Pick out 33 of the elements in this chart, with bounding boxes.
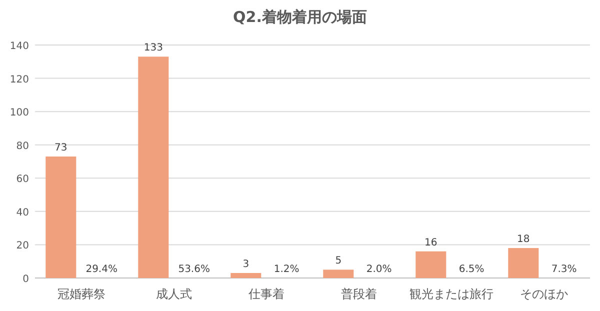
annotation: 1.2% (274, 264, 300, 275)
y-tick-label: 120 (10, 74, 29, 86)
bar (138, 56, 169, 278)
y-tick-label: 60 (16, 174, 29, 186)
bar (508, 248, 539, 278)
annotation: 6.5% (458, 264, 484, 275)
x-tick-label: 仕事着 (247, 287, 284, 301)
data-label: 73 (54, 142, 68, 154)
data-label: 3 (242, 259, 250, 270)
bar (416, 251, 446, 278)
data-label: 16 (424, 237, 438, 248)
data-label: 133 (144, 42, 163, 54)
data-label: 5 (335, 256, 342, 267)
annotation: 7.3% (551, 264, 577, 275)
x-tick-label: 冠婚葬祭 (57, 287, 106, 301)
bar (46, 156, 76, 278)
y-tick-label: 100 (10, 108, 29, 119)
y-tick-label: 0 (22, 274, 29, 285)
y-tick-label: 80 (16, 140, 29, 152)
x-tick-label: そのほか (520, 287, 568, 301)
chart-title: Q2.着物着用の場面 (233, 8, 367, 26)
x-tick-label: 観光または旅行 (409, 287, 494, 301)
annotation: 53.6% (178, 264, 210, 275)
y-tick-label: 20 (16, 240, 29, 252)
x-tick-label: 成人式 (156, 287, 192, 301)
annotation: 2.0% (366, 264, 392, 275)
y-tick-label: 140 (10, 41, 29, 52)
x-tick-label: 普段着 (340, 287, 377, 301)
y-tick-label: 40 (16, 207, 29, 218)
data-label: 18 (517, 234, 530, 246)
bar (323, 270, 354, 278)
bar (230, 273, 262, 278)
annotation: 29.4% (86, 264, 118, 275)
